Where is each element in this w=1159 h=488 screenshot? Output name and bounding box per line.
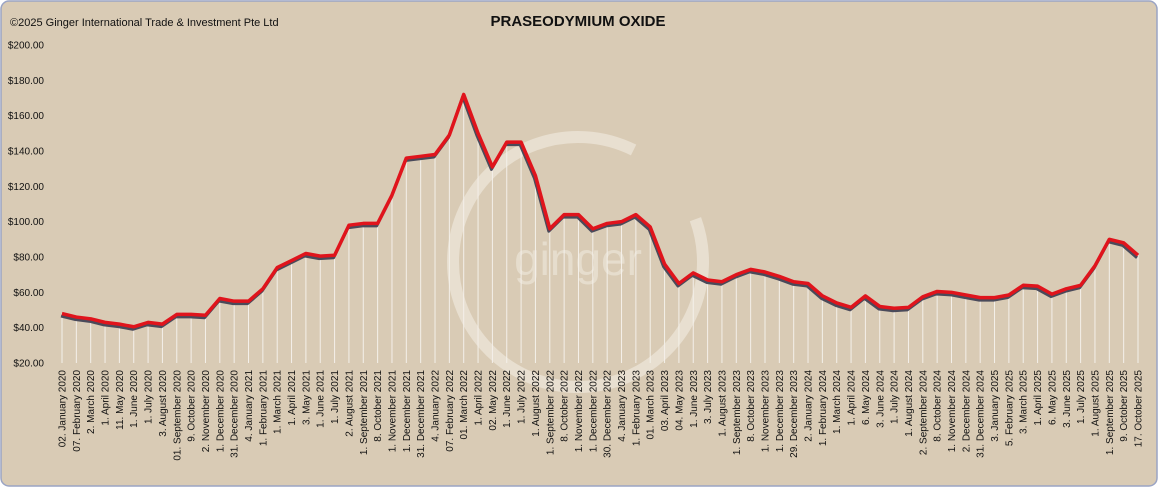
- x-tick-label: 1. August 2024: [904, 370, 915, 437]
- x-tick-label: 3. March 2025: [1019, 370, 1030, 434]
- y-tick-label: $180.00: [8, 76, 45, 87]
- x-tick-label: 1. August 2023: [717, 370, 728, 437]
- x-tick-label: 30. December 2022: [603, 370, 614, 458]
- x-tick-label: 02. January 2020: [58, 370, 69, 448]
- x-tick-label: 1. February 2021: [258, 370, 269, 447]
- y-tick-label: $60.00: [13, 288, 44, 299]
- x-tick-label: 2. September 2024: [918, 370, 929, 455]
- x-tick-label: 2. March 2020: [86, 370, 97, 434]
- x-tick-label: 1. November 2023: [760, 370, 771, 453]
- x-tick-label: 1. December 2022: [588, 370, 599, 453]
- x-tick-label: 1. August 2025: [1090, 370, 1101, 437]
- x-tick-label: 03. April 2023: [660, 370, 671, 432]
- x-tick-label: 9. October 2020: [187, 370, 198, 442]
- line-shadow: [60, 95, 1138, 331]
- x-tick-label: 1. September 2025: [1105, 370, 1116, 455]
- x-tick-label: 2. December 2024: [961, 370, 972, 453]
- x-tick-label: 8. October 2024: [933, 370, 944, 442]
- chart-title: PRASEODYMIUM OXIDE: [490, 13, 665, 30]
- x-tick-label: 07. February 2020: [72, 370, 83, 452]
- x-tick-label: 1. February 2024: [818, 370, 829, 447]
- x-tick-label: 07. February 2022: [445, 370, 456, 452]
- x-tick-label: 1. July 2025: [1076, 370, 1087, 424]
- x-tick-label: 1. March 2024: [832, 370, 843, 434]
- x-tick-label: 1. March 2021: [273, 370, 284, 434]
- x-tick-label: 8. October 2021: [373, 370, 384, 442]
- copyright: ©2025 Ginger International Trade & Inves…: [10, 17, 279, 29]
- x-tick-label: 1. December 2021: [402, 370, 413, 453]
- x-tick-label: 01. March 2023: [646, 370, 657, 440]
- x-tick-label: 1. February 2023: [631, 370, 642, 447]
- x-tick-label: 8. October 2022: [560, 370, 571, 442]
- x-tick-label: 2. January 2024: [804, 370, 815, 442]
- x-tick-label: 1. December 2020: [215, 370, 226, 453]
- watermark-ring: [447, 131, 709, 393]
- x-tick-label: 31. December 2024: [976, 370, 987, 458]
- x-tick-label: 3. May 2021: [301, 370, 312, 425]
- x-tick-label: 1. April 2020: [101, 370, 112, 426]
- y-tick-label: $40.00: [13, 323, 44, 334]
- x-tick-label: 3. August 2020: [158, 370, 169, 437]
- x-tick-label: 4. January 2023: [617, 370, 628, 442]
- x-tick-label: 1. November 2022: [574, 370, 585, 453]
- x-tick-label: 2. November 2020: [201, 370, 212, 453]
- x-tick-label: 1. July 2020: [144, 370, 155, 424]
- y-tick-label: $120.00: [8, 182, 45, 193]
- x-tick-label: 6. May 2025: [1047, 370, 1058, 425]
- x-tick-label: 1. September 2023: [732, 370, 743, 455]
- x-tick-label: 31. December 2021: [416, 370, 427, 458]
- x-tick-label: 1. April 2021: [287, 370, 298, 426]
- x-tick-label: 1. July 2021: [330, 370, 341, 424]
- x-tick-label: 17. October 2025: [1134, 370, 1145, 448]
- x-tick-label: 1. June 2020: [129, 370, 140, 428]
- x-tick-label: 1. August 2022: [531, 370, 542, 437]
- x-tick-label: 5. February 2025: [1004, 370, 1015, 447]
- x-tick-label: 02. May 2022: [488, 370, 499, 431]
- x-tick-label: 2. August 2021: [344, 370, 355, 437]
- y-tick-label: $20.00: [13, 359, 44, 370]
- x-tick-label: 3. June 2025: [1062, 370, 1073, 428]
- x-tick-label: 1. June 2022: [502, 370, 513, 428]
- y-tick-label: $160.00: [8, 111, 45, 122]
- x-tick-label: 3. January 2025: [990, 370, 1001, 442]
- x-tick-label: 6. May 2024: [861, 370, 872, 425]
- line: [61, 92, 1140, 329]
- x-tick-label: 3. June 2024: [875, 370, 886, 428]
- y-tick-label: $140.00: [8, 147, 45, 158]
- x-tick-label: 01. September 2020: [172, 370, 183, 461]
- x-tick-label: 29. December 2023: [789, 370, 800, 458]
- x-tick-label: 3. July 2023: [703, 370, 714, 424]
- x-tick-label: 8. October 2023: [746, 370, 757, 442]
- x-tick-label: 1. November 2021: [387, 370, 398, 453]
- x-tick-label: 1. December 2023: [775, 370, 786, 453]
- x-tick-label: 11. May 2020: [115, 370, 126, 430]
- y-tick-label: $200.00: [8, 41, 45, 52]
- x-tick-label: 1. June 2023: [689, 370, 700, 428]
- x-tick-label: 1. April 2025: [1033, 370, 1044, 426]
- x-tick-label: 4. January 2021: [244, 370, 255, 442]
- x-tick-label: 4. January 2022: [431, 370, 442, 442]
- x-tick-label: 01. March 2022: [459, 370, 470, 440]
- x-tick-label: 1. September 2022: [545, 370, 556, 455]
- x-tick-label: 04. May 2023: [674, 370, 685, 431]
- y-tick-label: $80.00: [13, 253, 44, 264]
- x-tick-label: 1. September 2021: [359, 370, 370, 455]
- x-tick-label: 31. December 2020: [230, 370, 241, 458]
- x-tick-label: 1. June 2021: [316, 370, 327, 428]
- x-tick-label: 1. November 2024: [947, 370, 958, 453]
- x-tick-label: 1. April 2024: [847, 370, 858, 426]
- x-tick-label: 9. October 2025: [1119, 370, 1130, 442]
- x-tick-label: 1. July 2024: [890, 370, 901, 424]
- x-tick-label: 1. April 2022: [474, 370, 485, 426]
- y-tick-label: $100.00: [8, 217, 45, 228]
- x-tick-label: 1. July 2022: [517, 370, 528, 424]
